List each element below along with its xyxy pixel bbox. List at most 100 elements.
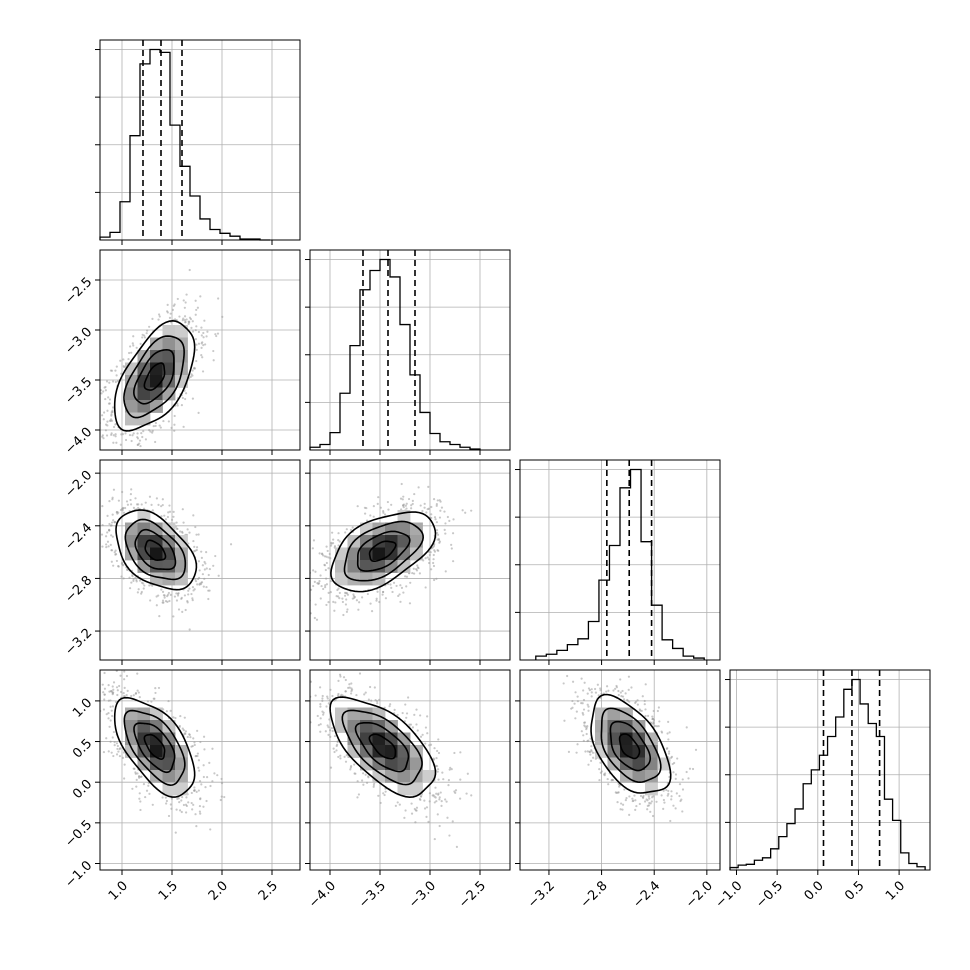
scatter-point bbox=[314, 570, 317, 573]
scatter-point bbox=[634, 799, 637, 802]
scatter-point bbox=[169, 593, 172, 596]
scatter-point bbox=[390, 503, 393, 506]
density-cell bbox=[137, 535, 151, 548]
scatter-point bbox=[587, 705, 590, 708]
scatter-point bbox=[115, 374, 118, 377]
scatter-point bbox=[459, 778, 462, 781]
scatter-point bbox=[203, 577, 206, 580]
scatter-point bbox=[319, 574, 322, 577]
scatter-point bbox=[158, 315, 161, 318]
scatter-point bbox=[110, 433, 113, 436]
scatter-point bbox=[339, 757, 342, 760]
scatter-point bbox=[105, 380, 109, 383]
scatter-point bbox=[109, 740, 112, 743]
scatter-point bbox=[583, 721, 587, 724]
scatter-point bbox=[145, 660, 147, 662]
contour-line-1 bbox=[354, 721, 410, 773]
scatter-point bbox=[358, 601, 361, 604]
density-cell bbox=[150, 337, 163, 351]
scatter-point bbox=[131, 342, 134, 345]
scatter-point bbox=[193, 545, 196, 548]
scatter-point bbox=[174, 831, 177, 834]
scatter-point bbox=[326, 549, 329, 553]
scatter-point bbox=[311, 547, 314, 550]
scatter-point bbox=[191, 320, 194, 323]
scatter-point bbox=[681, 778, 684, 781]
scatter-point bbox=[182, 425, 185, 428]
scatter-point bbox=[195, 790, 198, 793]
scatter-point bbox=[586, 750, 589, 753]
scatter-point bbox=[140, 431, 143, 435]
scatter-point bbox=[337, 679, 340, 682]
scatter-point bbox=[336, 740, 339, 743]
scatter-point bbox=[651, 814, 655, 818]
density-cell bbox=[150, 362, 163, 376]
scatter-point bbox=[96, 426, 98, 428]
scatter-point bbox=[589, 737, 592, 740]
scatter-point bbox=[455, 845, 459, 848]
scatter-point bbox=[349, 528, 353, 531]
scatter-point bbox=[621, 808, 624, 811]
scatter-point bbox=[575, 751, 578, 754]
scatter-point bbox=[328, 699, 331, 702]
contour-line-0 bbox=[144, 539, 167, 561]
scatter-point bbox=[128, 587, 132, 590]
scatter-point bbox=[419, 735, 423, 738]
scatter-point bbox=[421, 509, 424, 513]
scatter-point bbox=[148, 792, 151, 795]
x-tick-label: 1.5 bbox=[156, 878, 181, 903]
scatter-point bbox=[160, 505, 163, 508]
scatter-point bbox=[314, 603, 317, 606]
scatter-point bbox=[121, 561, 124, 564]
x-tick-label: 2.5 bbox=[256, 878, 281, 903]
scatter-point bbox=[110, 521, 114, 524]
scatter-point bbox=[134, 772, 137, 775]
scatter-point bbox=[150, 700, 153, 703]
scatter-point bbox=[687, 777, 690, 780]
scatter-point bbox=[329, 766, 333, 769]
scatter-point bbox=[436, 533, 440, 536]
scatter-point bbox=[106, 420, 109, 423]
scatter-point bbox=[103, 698, 106, 701]
density-cell bbox=[125, 412, 138, 426]
scatter-point bbox=[123, 686, 126, 689]
density-cell bbox=[347, 720, 361, 733]
y-tick-label: −4.0 bbox=[62, 425, 95, 458]
scatter-point bbox=[639, 709, 642, 712]
scatter-point bbox=[184, 608, 187, 612]
y-tick-label: −3.0 bbox=[62, 325, 95, 358]
scatter-point bbox=[197, 330, 201, 334]
scatter-point bbox=[161, 590, 165, 593]
scatter-point bbox=[132, 578, 135, 581]
scatter-point bbox=[432, 553, 435, 557]
scatter-point bbox=[183, 306, 186, 309]
scatter-point bbox=[607, 689, 610, 692]
scatter-point bbox=[184, 730, 187, 733]
scatter-point bbox=[203, 319, 206, 322]
scatter-point bbox=[583, 681, 586, 684]
scatter-point bbox=[329, 544, 333, 547]
scatter-point bbox=[184, 320, 187, 324]
scatter-point bbox=[140, 775, 143, 778]
scatter-point bbox=[649, 802, 652, 805]
scatter-point bbox=[325, 603, 328, 607]
scatter-point bbox=[202, 331, 205, 335]
scatter-point bbox=[132, 506, 136, 509]
scatter-point bbox=[563, 719, 566, 722]
scatter-point bbox=[314, 694, 317, 697]
scatter-point bbox=[598, 768, 601, 771]
scatter-point bbox=[151, 431, 154, 434]
scatter-point bbox=[203, 568, 206, 571]
scatter-point bbox=[112, 730, 116, 734]
scatter-point bbox=[454, 791, 457, 795]
scatter-point bbox=[211, 780, 214, 783]
scatter-point bbox=[101, 505, 104, 508]
scatter-point bbox=[470, 509, 473, 512]
scatter-point bbox=[416, 564, 419, 567]
scatter-point bbox=[136, 689, 139, 692]
scatter-point bbox=[301, 584, 303, 586]
density-cell bbox=[175, 350, 188, 363]
scatter-point bbox=[211, 747, 214, 750]
scatter-point bbox=[158, 424, 161, 427]
scatter-point bbox=[369, 602, 372, 605]
